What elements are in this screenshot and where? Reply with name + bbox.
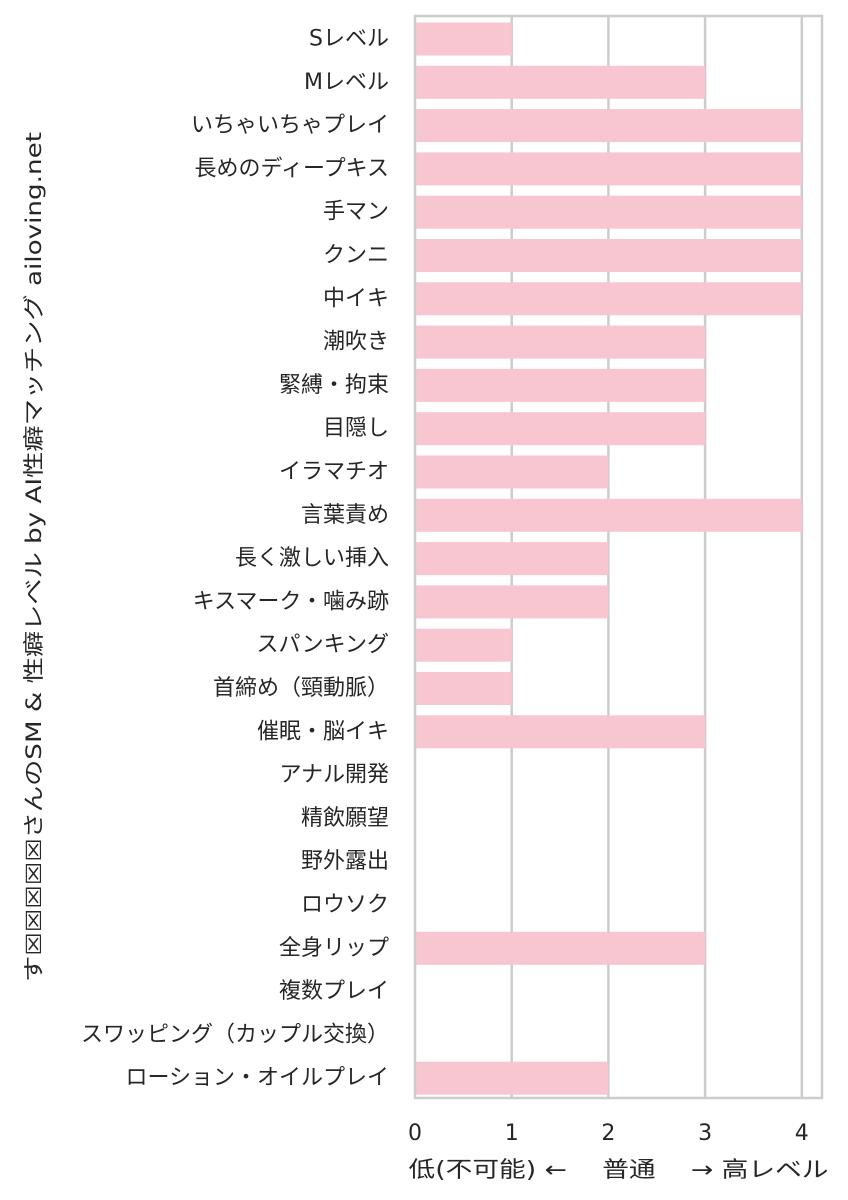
bar — [415, 585, 609, 619]
category-label: ローション・オイルプレイ — [125, 1066, 389, 1091]
bar — [415, 282, 802, 316]
category-label: 緊縛・拘束 — [279, 373, 389, 398]
bar — [415, 65, 706, 99]
x-tick-label: 0 — [408, 1121, 422, 1146]
x-tick-label: 4 — [795, 1121, 809, 1146]
bar — [415, 152, 802, 186]
bar — [415, 22, 512, 56]
category-label: 精飲願望 — [301, 806, 389, 831]
bar — [415, 368, 706, 402]
bar — [415, 325, 706, 359]
category-label: イラマチオ — [279, 460, 389, 485]
bars — [415, 22, 802, 1095]
category-label: 長めのディープキス — [195, 156, 389, 181]
category-label: キスマーク・噛み跡 — [193, 589, 389, 614]
category-label: ロウソク — [301, 893, 389, 918]
bar — [415, 455, 609, 489]
category-label: 野外露出 — [301, 849, 389, 874]
category-label: 言葉責め — [301, 503, 389, 528]
bar — [415, 109, 802, 143]
category-label: 中イキ — [323, 286, 389, 311]
x-tick-labels: 0 1 2 3 4 — [408, 1121, 809, 1146]
category-label: スワッピング（カップル交換） — [81, 1022, 389, 1047]
category-label: 目隠し — [323, 416, 389, 441]
category-label: 複数プレイ — [279, 979, 389, 1004]
category-label: 全身リップ — [279, 936, 389, 961]
bar — [415, 195, 802, 229]
category-label: 潮吹き — [323, 330, 389, 355]
x-tick-label: 1 — [505, 1121, 519, 1146]
category-label: 手マン — [323, 200, 389, 225]
category-labels: Sレベル Mレベルいちゃいちゃプレイ長めのディープキス手マンクンニ中イキ潮吹き緊縛… — [81, 27, 389, 1091]
plot-frame — [413, 14, 824, 1100]
category-label: いちゃいちゃプレイ — [191, 113, 389, 138]
bar — [415, 672, 512, 705]
x-axis-label: 低(不可能) ← 普通 → 高レベル — [409, 1158, 829, 1183]
bar — [415, 628, 512, 662]
category-label: アナル開発 — [279, 763, 389, 788]
category-label: Mレベル — [304, 70, 389, 95]
category-label: スパンキング — [257, 633, 389, 658]
bar — [415, 542, 609, 576]
x-tick-label: 3 — [698, 1121, 712, 1146]
bar — [415, 412, 706, 446]
bar — [415, 715, 706, 749]
category-label: 催眠・脳イキ — [257, 719, 389, 744]
category-label: Sレベル — [309, 27, 389, 52]
bar — [415, 1061, 609, 1095]
category-label: 首締め（頸動脈） — [213, 676, 389, 701]
x-tick-label: 2 — [601, 1121, 615, 1146]
category-label: 長く激しい挿入 — [235, 546, 389, 571]
bar — [415, 498, 802, 532]
y-axis-label: す☒☒☒☒☒さんのSM & 性癖レベル by AI性癖マッチング ailovin… — [22, 132, 46, 982]
bar — [415, 931, 706, 965]
bar — [415, 239, 802, 272]
category-label: クンニ — [323, 243, 389, 268]
